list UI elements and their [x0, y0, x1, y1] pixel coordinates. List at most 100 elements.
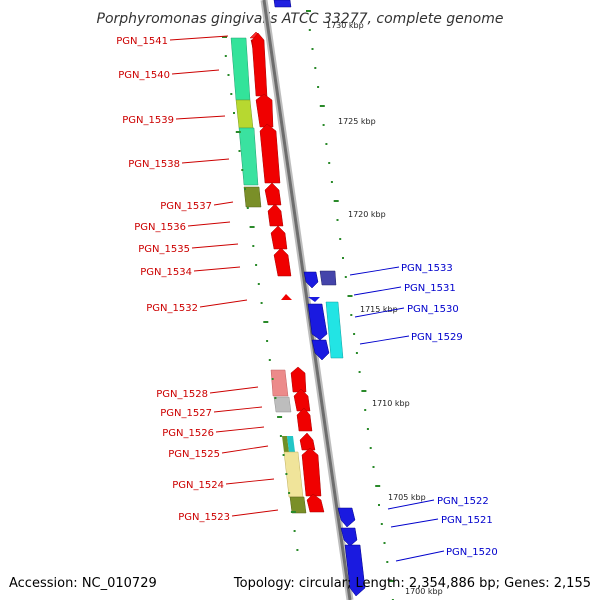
gene-arrow-pgn-1528[interactable] — [290, 366, 307, 393]
right-tick-mark — [306, 10, 311, 12]
left-tick-mark — [246, 207, 249, 209]
left-tick-mark — [282, 454, 285, 456]
right-tick-mark — [372, 466, 375, 468]
right-tick-mark — [383, 542, 386, 544]
category-box — [230, 37, 251, 101]
gene-arrow-pgn-1535[interactable] — [270, 225, 288, 250]
left-tick-mark — [274, 397, 277, 399]
gene-label[interactable]: PGN_1532 — [146, 303, 198, 314]
right-tick-mark — [317, 86, 320, 88]
gene-arrow-pgn-1520[interactable] — [344, 544, 366, 597]
gene-label[interactable]: PGN_1533 — [401, 263, 453, 274]
gene-label[interactable]: PGN_1539 — [122, 115, 174, 126]
gene-arrow-offscreen[interactable] — [273, 0, 292, 8]
gene-label[interactable]: PGN_1524 — [172, 480, 224, 491]
genome-summary-text: Topology: circular; Length: 2,354,886 bp… — [233, 576, 591, 591]
category-box — [289, 496, 307, 514]
gene-arrow-pgn-1524[interactable] — [301, 447, 322, 497]
left-tick-mark — [290, 511, 296, 513]
gene-arrow-pgn-1531[interactable] — [319, 270, 337, 286]
gene-label[interactable]: PGN_1530 — [407, 304, 459, 315]
gene-arrow-pgn-1539[interactable] — [255, 93, 274, 128]
left-tick-mark — [268, 359, 271, 361]
left-tick-mark — [260, 302, 263, 304]
right-tick-mark — [386, 561, 389, 563]
gene-arrow-pgn-1533[interactable] — [303, 271, 319, 289]
gene-label[interactable]: PGN_1528 — [156, 389, 208, 400]
gene-arrow-pgn-1526[interactable] — [296, 407, 313, 432]
gene-label[interactable]: PGN_1536 — [134, 222, 186, 233]
right-tick-mark — [375, 485, 381, 487]
accession-text: Accession: NC_010729 — [9, 576, 157, 591]
gene-label[interactable]: PGN_1538 — [128, 159, 180, 170]
right-tick-mark — [339, 238, 342, 240]
genome-backbone — [262, 0, 352, 600]
right-tick-mark — [342, 257, 344, 259]
gene-arrow-pgn-1532[interactable] — [281, 294, 292, 300]
right-tick-mark — [369, 447, 372, 449]
gene-arrow-pgn-1540[interactable] — [251, 32, 268, 97]
scale-label: 1700 kbp — [405, 587, 443, 596]
gene-label[interactable]: PGN_1520 — [446, 547, 498, 558]
left-tick-mark — [271, 378, 274, 380]
right-tick-mark — [319, 105, 325, 107]
gene-arrow-pgn-1534[interactable] — [273, 247, 292, 277]
gene-arrow-pgn-1522[interactable] — [337, 507, 356, 528]
left-tick-mark — [230, 93, 233, 95]
left-tick-mark — [296, 549, 299, 551]
right-tick-mark — [378, 504, 380, 506]
right-tick-mark — [353, 333, 356, 335]
left-tick-mark — [222, 36, 227, 38]
gene-arrow-pgn-1538[interactable] — [259, 123, 281, 184]
map-title: Porphyromonas gingivalis ATCC 33277, com… — [97, 11, 504, 27]
right-tick-mark — [333, 200, 339, 202]
left-tick-mark — [288, 492, 291, 494]
left-tick-mark — [266, 340, 269, 342]
category-box — [287, 436, 295, 452]
gene-arrow-pgn-1530a[interactable] — [308, 297, 320, 302]
gene-label[interactable]: PGN_1537 — [160, 201, 212, 212]
gene-label[interactable]: PGN_1522 — [437, 496, 489, 507]
gene-arrow-pgn-1536[interactable] — [267, 203, 284, 227]
right-tick-mark — [355, 352, 358, 354]
right-tick-mark — [308, 29, 311, 31]
gene-arrow-pgn-1527[interactable] — [293, 388, 311, 412]
category-box — [243, 186, 262, 208]
right-tick-mark — [389, 580, 395, 582]
right-tick-mark — [361, 390, 367, 392]
left-tick-mark — [249, 226, 255, 228]
right-tick-mark — [311, 48, 314, 50]
right-tick-mark — [325, 143, 328, 145]
left-tick-mark — [224, 55, 227, 57]
right-tick-mark — [322, 124, 325, 126]
gene-arrow-pgn-1529[interactable] — [311, 339, 330, 361]
left-tick-mark — [255, 264, 258, 266]
gene-label[interactable]: PGN_1531 — [404, 283, 456, 294]
right-tick-mark — [314, 67, 317, 69]
gene-label[interactable]: PGN_1523 — [178, 512, 230, 523]
gene-arrow-pgn-1537[interactable] — [264, 182, 282, 206]
gene-arrow-pgn-1523[interactable] — [306, 493, 325, 513]
gene-arrow-pgn-1521[interactable] — [340, 527, 358, 547]
gene-label[interactable]: PGN_1541 — [116, 36, 168, 47]
label-leader-lines — [169, 35, 445, 562]
gene-label[interactable]: PGN_1535 — [138, 244, 190, 255]
gene-label[interactable]: PGN_1526 — [162, 428, 214, 439]
gene-label[interactable]: PGN_1534 — [140, 267, 192, 278]
right-tick-mark — [366, 428, 369, 430]
left-tick-mark — [257, 283, 260, 285]
scale-label: 1705 kbp — [388, 493, 426, 502]
gene-label[interactable]: PGN_1529 — [411, 332, 463, 343]
left-tick-mark — [279, 435, 282, 437]
gene-label[interactable]: PGN_1521 — [441, 515, 493, 526]
gene-label[interactable]: PGN_1525 — [168, 449, 220, 460]
left-tick-mark — [233, 112, 235, 114]
scale-label: 1715 kbp — [360, 305, 398, 314]
gene-label[interactable]: PGN_1540 — [118, 70, 170, 81]
gene-arrow-pgn-1530[interactable] — [307, 303, 328, 341]
left-tick-mark — [238, 150, 241, 152]
gene-arrow-pgn-1525[interactable] — [299, 432, 316, 451]
right-tick-mark — [344, 276, 347, 278]
gene-label[interactable]: PGN_1527 — [160, 408, 212, 419]
